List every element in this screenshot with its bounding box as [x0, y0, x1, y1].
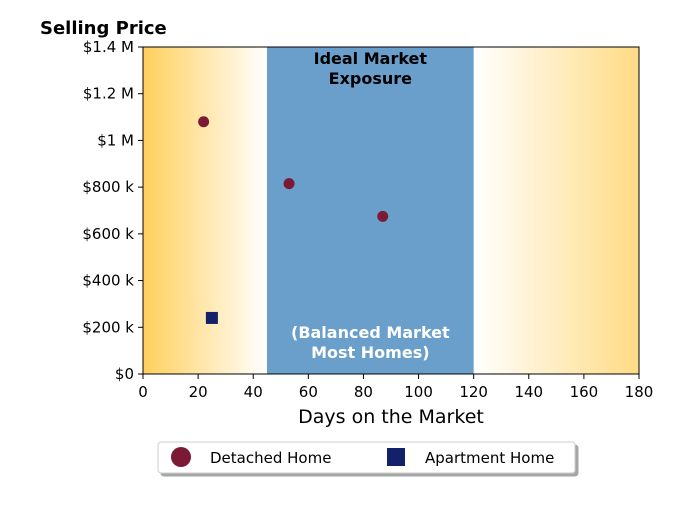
band-top-label: Ideal Market: [314, 49, 428, 68]
band-bottom-label: Most Homes): [311, 343, 429, 362]
x-tick-label: 180: [625, 383, 654, 401]
x-tick-label: 40: [244, 383, 263, 401]
band-rect: [267, 47, 474, 374]
x-tick-label: 60: [299, 383, 318, 401]
apartment-home-point: [205, 311, 218, 324]
legend-label: Apartment Home: [425, 449, 554, 467]
apartment-home-legend-marker: [387, 448, 405, 466]
y-tick-label: $800 k: [82, 178, 134, 196]
x-tick-label: 160: [570, 383, 599, 401]
y-tick-label: $1.4 M: [83, 38, 134, 56]
detached-home-legend-marker: [171, 447, 191, 467]
left-gradient: [143, 47, 267, 374]
y-tick-label: $200 k: [82, 318, 134, 336]
detached-home-point: [283, 178, 295, 190]
band-bottom-label: (Balanced Market: [291, 323, 450, 342]
axes: 0 20 40 60 80 100 120 140 160 180 $0 $200 k $400 k $6…: [82, 38, 653, 401]
y-axis-title: Selling Price: [40, 18, 167, 39]
y-tick-label: $1 M: [97, 131, 134, 149]
detached-home-point: [198, 116, 210, 128]
detached-home-point: [377, 210, 389, 222]
right-gradient: [473, 47, 639, 374]
x-tick-label: 0: [138, 383, 148, 401]
legend-label: Detached Home: [210, 449, 331, 467]
band-top-label: Exposure: [329, 69, 413, 88]
plot-frame: [142, 46, 640, 375]
x-tick-label: 20: [189, 383, 208, 401]
data-points: [198, 116, 389, 324]
x-tick-label: 100: [404, 383, 433, 401]
x-tick-label: 120: [459, 383, 488, 401]
x-tick-label: 140: [514, 383, 543, 401]
legend: Detached Home Apartment Home: [157, 441, 576, 474]
y-tick-label: $1.2 M: [83, 85, 134, 103]
y-tick-label: $400 k: [82, 272, 134, 290]
x-axis-title: Days on the Market: [298, 406, 484, 428]
y-tick-label: $600 k: [82, 225, 134, 243]
legend-box: [157, 441, 576, 474]
y-tick-label: $0: [115, 365, 134, 383]
x-tick-label: 80: [354, 383, 373, 401]
